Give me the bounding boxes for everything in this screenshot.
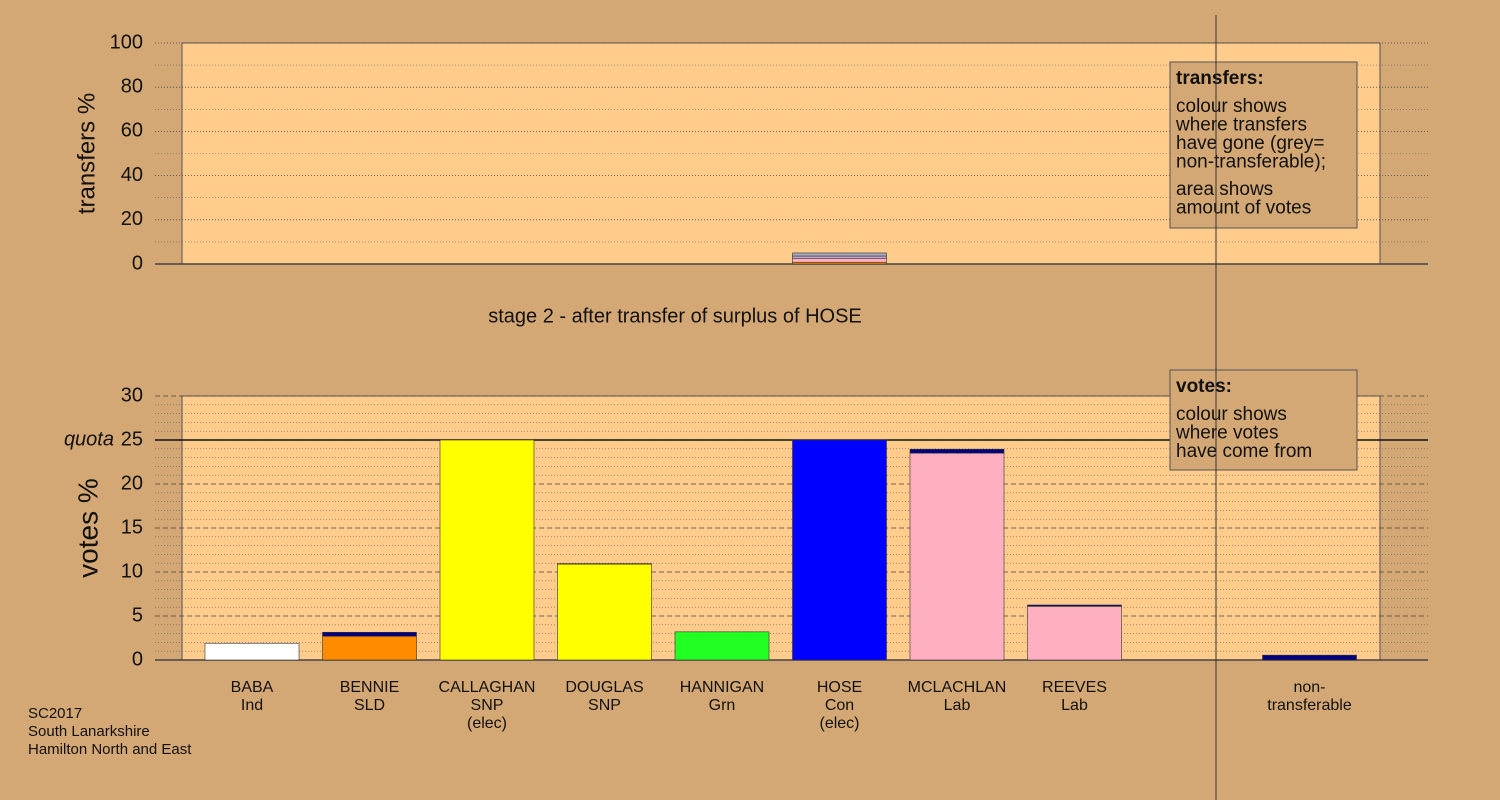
bar-segment (792, 439, 887, 661)
x-tick-label: SLD (354, 697, 385, 714)
y-tick-label: 20 (121, 472, 143, 494)
x-tick-label: (elec) (819, 715, 859, 732)
bar-segment (792, 255, 887, 259)
y-tick-label: 10 (121, 560, 143, 582)
x-tick-label: Lab (944, 697, 971, 714)
x-tick-label: DOUGLAS (565, 679, 643, 696)
x-tick-label: CALLAGHAN (439, 679, 536, 696)
x-tick-label: (elec) (467, 715, 507, 732)
bar-segment (322, 631, 417, 637)
note-line: where transfers (1175, 115, 1307, 136)
y-tick-label: 80 (121, 75, 143, 97)
x-tick-label: SNP (588, 697, 621, 714)
x-tick-label: Con (825, 697, 854, 714)
y-tick-label: 15 (121, 516, 143, 538)
note-line: where votes (1175, 423, 1278, 444)
note-line: colour shows (1176, 96, 1287, 117)
bar-segment (792, 252, 887, 257)
bar-segment (909, 448, 1005, 454)
x-tick-label: Ind (241, 697, 263, 714)
note-box (1169, 369, 1358, 471)
note-line: amount of votes (1176, 198, 1311, 219)
bar-segment (322, 635, 417, 661)
note-title: transfers: (1176, 68, 1264, 89)
quota-label: quota (64, 428, 114, 450)
x-tick-label: BABA (231, 679, 274, 696)
note-line: non-transferable); (1176, 152, 1326, 173)
note-line: colour shows (1176, 404, 1287, 425)
bar-segment (439, 439, 535, 661)
x-tick-label: HANNIGAN (680, 679, 764, 696)
chart-title: stage 2 - after transfer of surplus of H… (488, 305, 862, 327)
x-tick-label: Grn (709, 697, 736, 714)
y-tick-label: 30 (121, 384, 143, 406)
y-tick-label: 0 (132, 252, 143, 274)
y-axis-label: transfers % (73, 93, 100, 214)
bar-segment (1027, 606, 1122, 661)
bar-segment (557, 563, 652, 661)
bar-segment (1262, 654, 1357, 661)
y-tick-label: 0 (132, 648, 143, 670)
note-line: have come from (1176, 441, 1312, 462)
x-tick-label: REEVES (1042, 679, 1107, 696)
x-tick-label: HOSE (817, 679, 862, 696)
bar-segment (909, 452, 1005, 661)
footer-line: South Lanarkshire (28, 723, 150, 740)
bar-segment (674, 631, 770, 661)
footer-line: Hamilton North and East (28, 741, 192, 758)
footer-line: SC2017 (28, 705, 82, 722)
note-title: votes: (1176, 376, 1232, 397)
y-tick-label: 25 (121, 428, 143, 450)
bar-segment (204, 642, 300, 661)
x-tick-label: MCLACHLAN (908, 679, 1007, 696)
bar-segment (1027, 604, 1122, 607)
y-tick-label: 5 (132, 604, 143, 626)
note-line: have gone (grey= (1176, 133, 1324, 154)
y-axis-label: votes % (72, 478, 103, 578)
bar-segment (792, 258, 887, 263)
x-tick-label: Lab (1061, 697, 1088, 714)
x-tick-label: BENNIE (340, 679, 400, 696)
y-tick-label: 100 (110, 31, 143, 53)
x-tick-label: transferable (1267, 697, 1352, 714)
x-tick-label: SNP (471, 697, 504, 714)
note-box (1169, 61, 1358, 229)
y-tick-label: 60 (121, 120, 143, 142)
x-tick-label: non- (1293, 679, 1325, 696)
note-line: area shows (1176, 179, 1273, 200)
y-tick-label: 40 (121, 164, 143, 186)
y-tick-label: 20 (121, 208, 143, 230)
